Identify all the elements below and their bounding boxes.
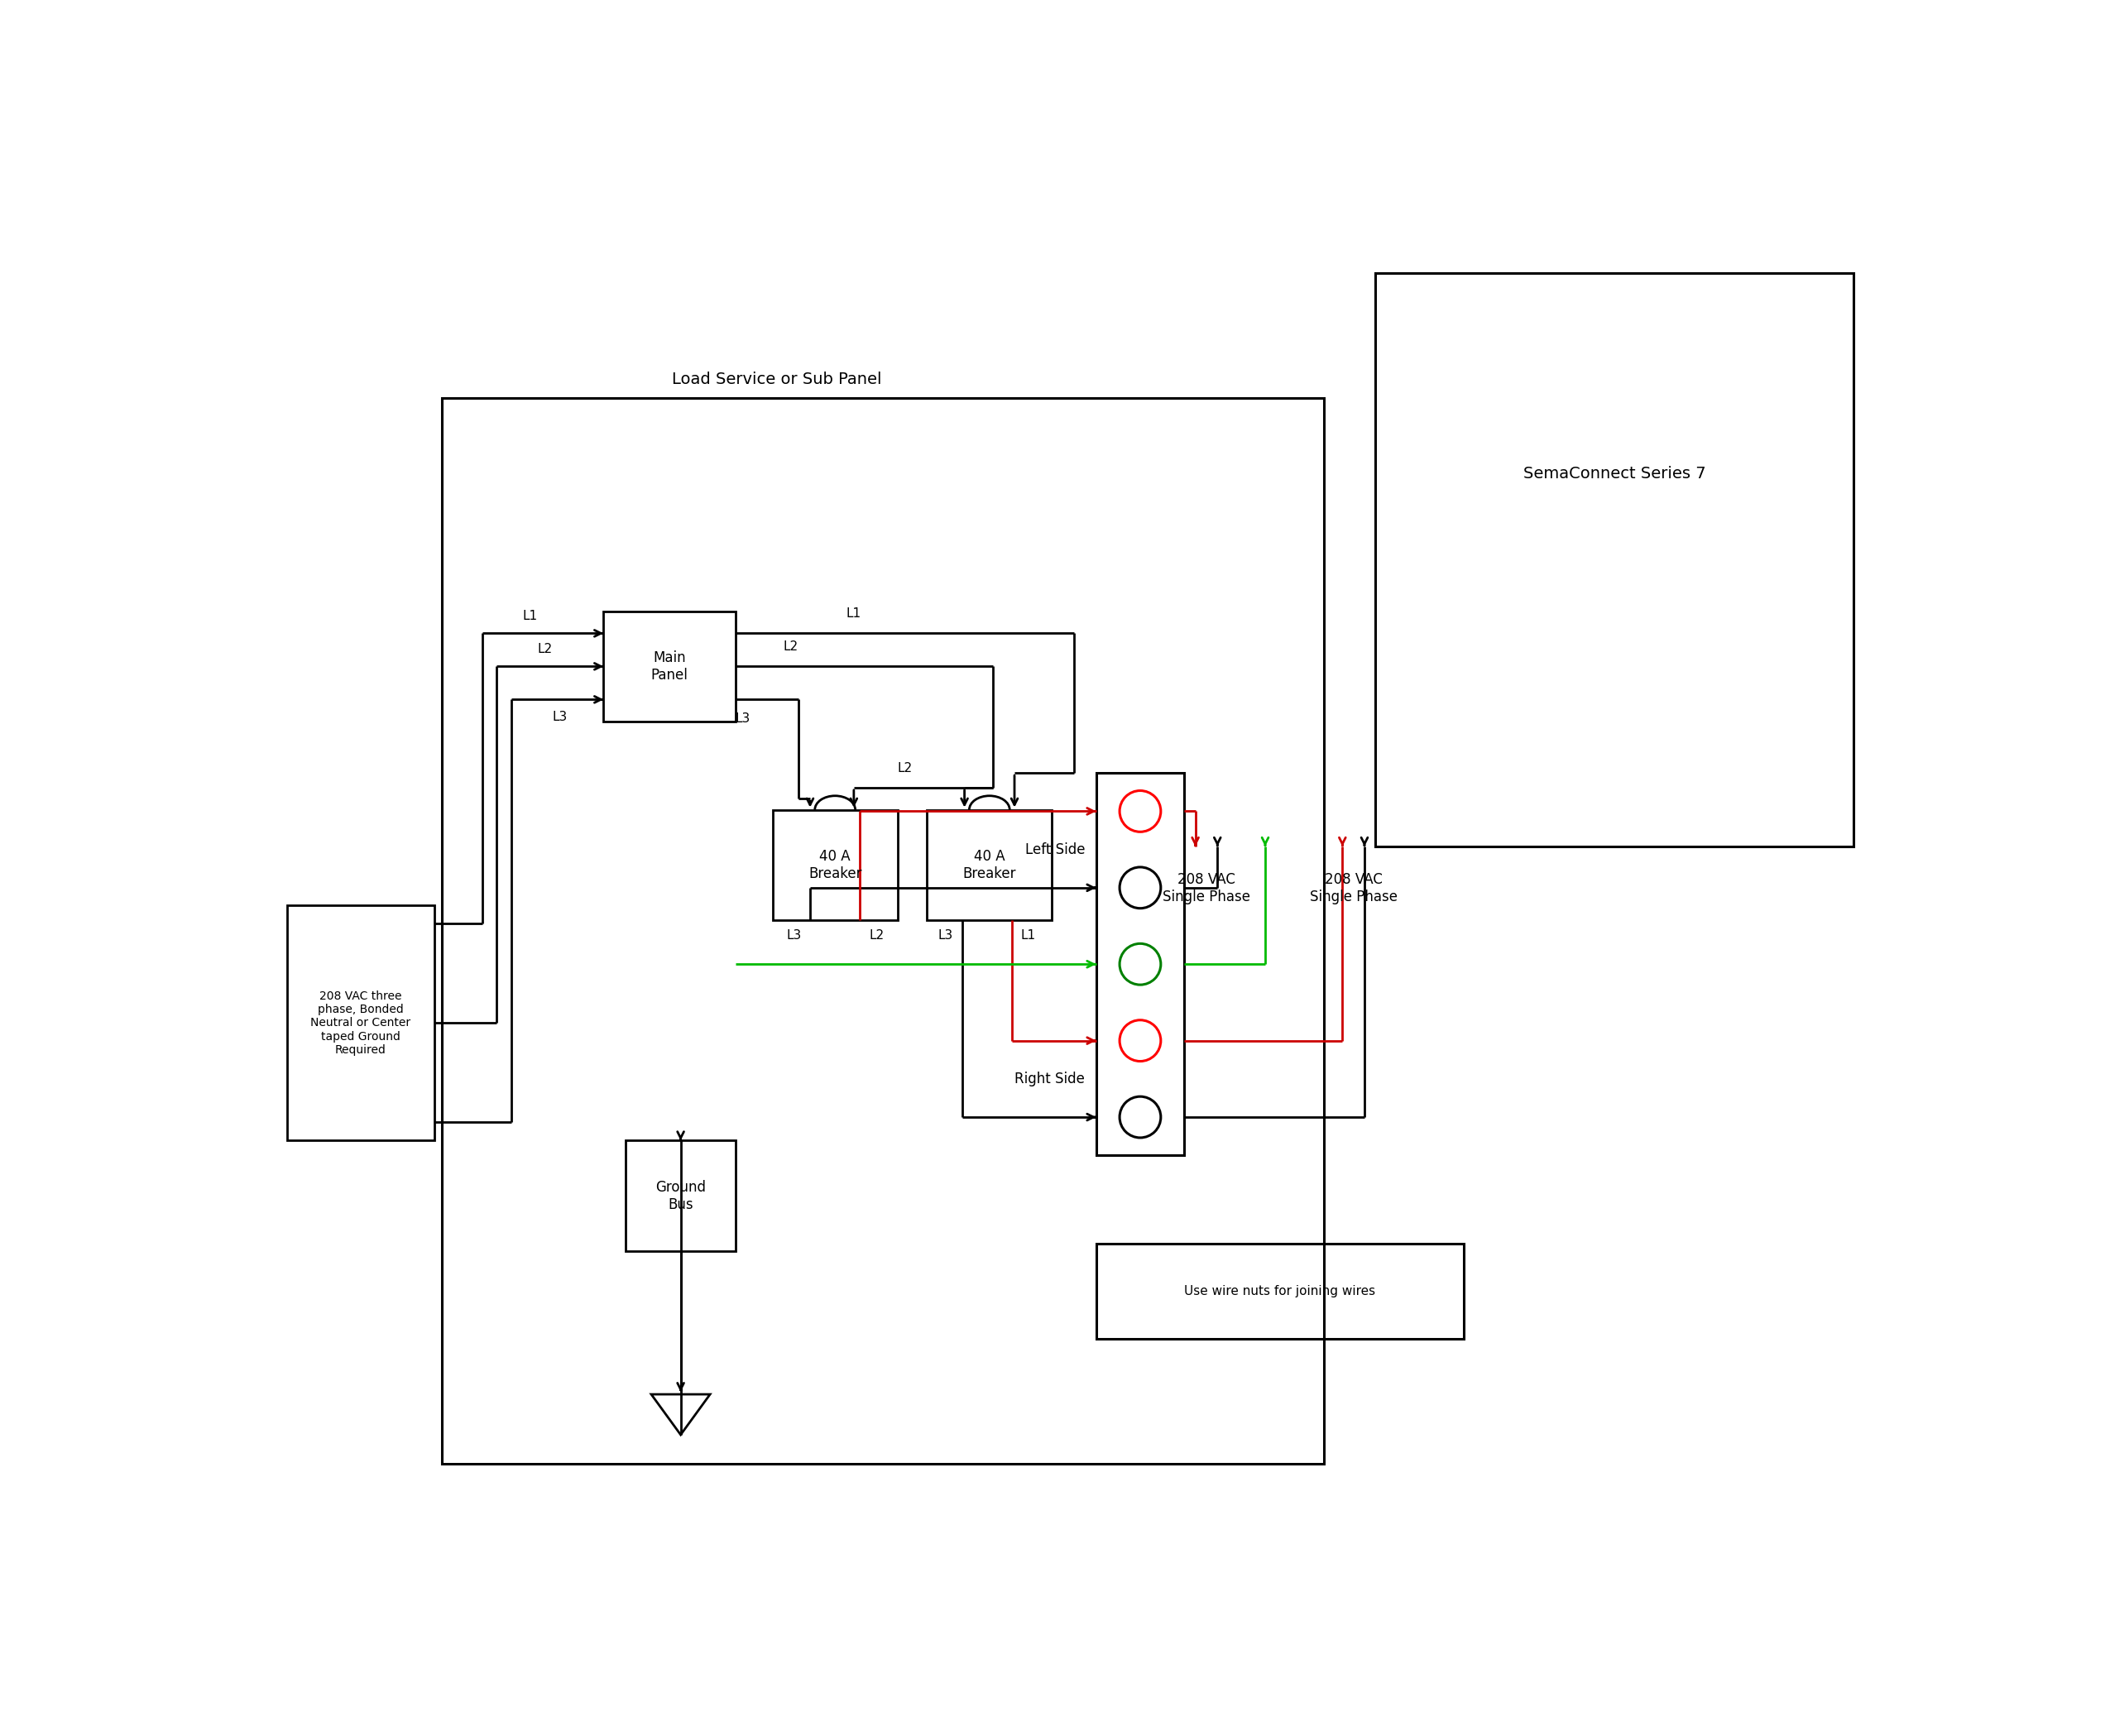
Bar [625,1141,736,1252]
Text: Load Service or Sub Panel: Load Service or Sub Panel [673,372,882,387]
Text: L2: L2 [869,929,884,941]
Text: 208 VAC three
phase, Bonded
Neutral or Center
taped Ground
Required: 208 VAC three phase, Bonded Neutral or C… [310,991,411,1055]
Text: L1: L1 [1021,929,1036,941]
Text: L3: L3 [787,929,802,941]
Text: L3: L3 [736,713,751,726]
Text: SemaConnect Series 7: SemaConnect Series 7 [1523,465,1705,481]
Bar [926,809,1053,920]
Bar [441,398,1323,1463]
Text: L2: L2 [897,762,912,774]
Text: L3: L3 [553,710,568,722]
Text: L2: L2 [783,641,798,653]
Bar [1095,1243,1464,1338]
Text: Use wire nuts for joining wires: Use wire nuts for joining wires [1184,1285,1376,1297]
Text: Ground
Bus: Ground Bus [656,1180,707,1212]
Bar [603,611,736,722]
Text: 208 VAC
Single Phase: 208 VAC Single Phase [1310,871,1397,904]
Bar [772,809,897,920]
Text: Left Side: Left Side [1025,842,1085,858]
Bar [287,906,435,1141]
Text: L3: L3 [939,929,954,941]
Text: Main
Panel: Main Panel [652,651,688,682]
Text: Right Side: Right Side [1015,1071,1085,1087]
Bar [1376,273,1853,847]
Text: 40 A
Breaker: 40 A Breaker [808,849,861,880]
Text: 40 A
Breaker: 40 A Breaker [962,849,1017,880]
Bar [1095,773,1184,1156]
Text: 208 VAC
Single Phase: 208 VAC Single Phase [1163,871,1251,904]
Text: L1: L1 [523,609,538,621]
Text: L1: L1 [846,608,861,620]
Text: L2: L2 [538,642,553,656]
